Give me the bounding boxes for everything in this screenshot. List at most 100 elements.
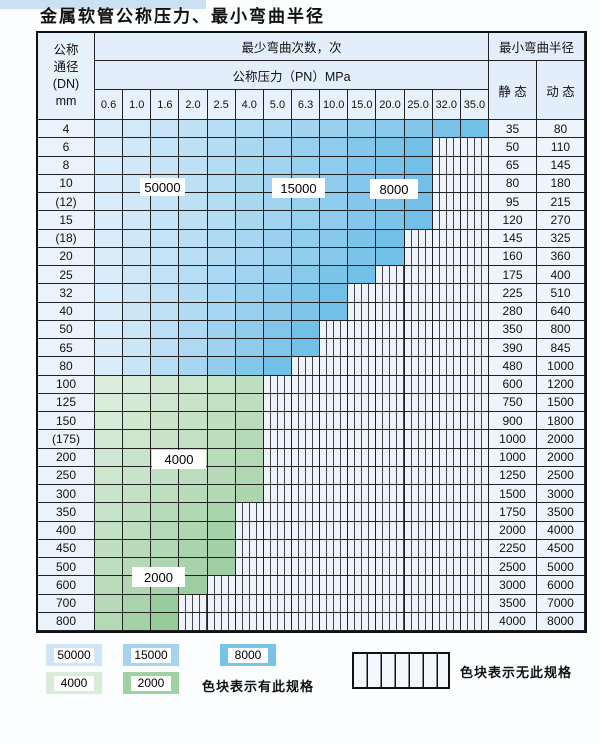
no-spec-cell bbox=[263, 539, 292, 558]
no-spec-cell bbox=[432, 229, 461, 248]
static-radius-value: 35 bbox=[489, 120, 537, 139]
spec-cell bbox=[95, 302, 124, 321]
dynamic-radius-value: 110 bbox=[537, 138, 585, 157]
spec-cell bbox=[95, 174, 124, 193]
spec-cell bbox=[207, 120, 236, 139]
no-spec-cell bbox=[460, 393, 489, 412]
row-dn-label: (18) bbox=[38, 229, 95, 248]
spec-cell bbox=[123, 521, 152, 540]
spec-cell bbox=[263, 138, 292, 157]
no-spec-cell bbox=[432, 430, 461, 449]
no-spec-hatch-sample bbox=[352, 652, 450, 689]
row-dn-label: 300 bbox=[38, 485, 95, 504]
static-radius-value: 160 bbox=[489, 247, 537, 266]
radius-header-cell: 最小弯曲半径 bbox=[489, 33, 585, 61]
row-dn-label: 200 bbox=[38, 448, 95, 467]
spec-cell bbox=[179, 412, 208, 431]
no-spec-cell bbox=[432, 485, 461, 504]
spec-cell bbox=[235, 211, 264, 230]
no-spec-cell bbox=[235, 503, 264, 522]
spec-cell bbox=[263, 266, 292, 285]
row-dn-label: 800 bbox=[38, 612, 95, 631]
spec-cell bbox=[320, 138, 349, 157]
spec-cell bbox=[320, 174, 349, 193]
no-spec-cell bbox=[404, 485, 433, 504]
no-spec-cell bbox=[376, 357, 405, 376]
no-spec-cell bbox=[263, 466, 292, 485]
no-spec-cell bbox=[320, 485, 349, 504]
no-spec-cell bbox=[320, 448, 349, 467]
no-spec-cell bbox=[292, 521, 321, 540]
no-spec-cell bbox=[432, 521, 461, 540]
row-dn-label: 500 bbox=[38, 558, 95, 577]
dynamic-radius-value: 5000 bbox=[537, 558, 585, 577]
no-spec-cell bbox=[376, 266, 405, 285]
no-spec-cell bbox=[432, 612, 461, 631]
spec-cell bbox=[179, 193, 208, 212]
legend-swatch: 15000 bbox=[123, 644, 179, 666]
spec-cell bbox=[151, 193, 180, 212]
legend-swatch: 50000 bbox=[46, 644, 102, 666]
no-spec-cell bbox=[263, 612, 292, 631]
no-spec-cell bbox=[432, 412, 461, 431]
legend-swatch: 8000 bbox=[220, 644, 276, 666]
spec-cell bbox=[348, 138, 377, 157]
no-spec-cell bbox=[376, 448, 405, 467]
spec-cell bbox=[95, 339, 124, 358]
static-radius-value: 1250 bbox=[489, 466, 537, 485]
static-radius-value: 480 bbox=[489, 357, 537, 376]
no-spec-cell bbox=[348, 485, 377, 504]
no-spec-cell bbox=[348, 466, 377, 485]
no-spec-cell bbox=[348, 430, 377, 449]
spec-cell bbox=[151, 430, 180, 449]
static-radius-value: 1750 bbox=[489, 503, 537, 522]
no-spec-cell bbox=[348, 521, 377, 540]
no-spec-cell bbox=[404, 576, 433, 595]
spec-cell bbox=[235, 284, 264, 303]
spec-cell bbox=[95, 576, 124, 595]
spec-cell bbox=[123, 302, 152, 321]
no-spec-cell bbox=[263, 430, 292, 449]
no-spec-cell bbox=[460, 521, 489, 540]
spec-cell bbox=[179, 284, 208, 303]
no-spec-cell bbox=[404, 284, 433, 303]
row-dn-label: 350 bbox=[38, 503, 95, 522]
spec-cell bbox=[207, 485, 236, 504]
no-spec-cell bbox=[460, 156, 489, 175]
row-dn-label: 10 bbox=[38, 174, 95, 193]
row-dn-label: 4 bbox=[38, 120, 95, 139]
no-spec-cell bbox=[263, 393, 292, 412]
no-spec-cell bbox=[348, 594, 377, 613]
spec-cell bbox=[151, 339, 180, 358]
spec-cell bbox=[151, 120, 180, 139]
no-spec-cell bbox=[460, 503, 489, 522]
pressure-header-cell: 公称压力（PN）MPa bbox=[95, 61, 489, 90]
row-dn-label: 100 bbox=[38, 375, 95, 394]
spec-cell bbox=[263, 229, 292, 248]
dynamic-radius-value: 2000 bbox=[537, 430, 585, 449]
pressure-column-header: 2.0 bbox=[179, 90, 208, 120]
spec-cell bbox=[151, 211, 180, 230]
top-strip bbox=[0, 0, 206, 9]
spec-cell bbox=[235, 266, 264, 285]
spec-cell bbox=[179, 430, 208, 449]
spec-cell bbox=[207, 393, 236, 412]
no-spec-cell bbox=[460, 229, 489, 248]
cycles-header-cell: 最少弯曲次数，次 bbox=[95, 33, 489, 61]
spec-cell bbox=[179, 138, 208, 157]
spec-cell bbox=[235, 156, 264, 175]
no-spec-cell bbox=[292, 357, 321, 376]
spec-cell bbox=[207, 302, 236, 321]
no-spec-cell bbox=[404, 503, 433, 522]
static-radius-value: 4000 bbox=[489, 612, 537, 631]
spec-cell bbox=[151, 375, 180, 394]
spec-cell bbox=[123, 339, 152, 358]
no-spec-cell bbox=[404, 393, 433, 412]
spec-cell bbox=[235, 174, 264, 193]
dynamic-radius-value: 145 bbox=[537, 156, 585, 175]
no-spec-cell bbox=[432, 302, 461, 321]
no-spec-cell bbox=[348, 503, 377, 522]
no-spec-cell bbox=[404, 320, 433, 339]
spec-cell bbox=[123, 229, 152, 248]
no-spec-cell bbox=[207, 576, 236, 595]
